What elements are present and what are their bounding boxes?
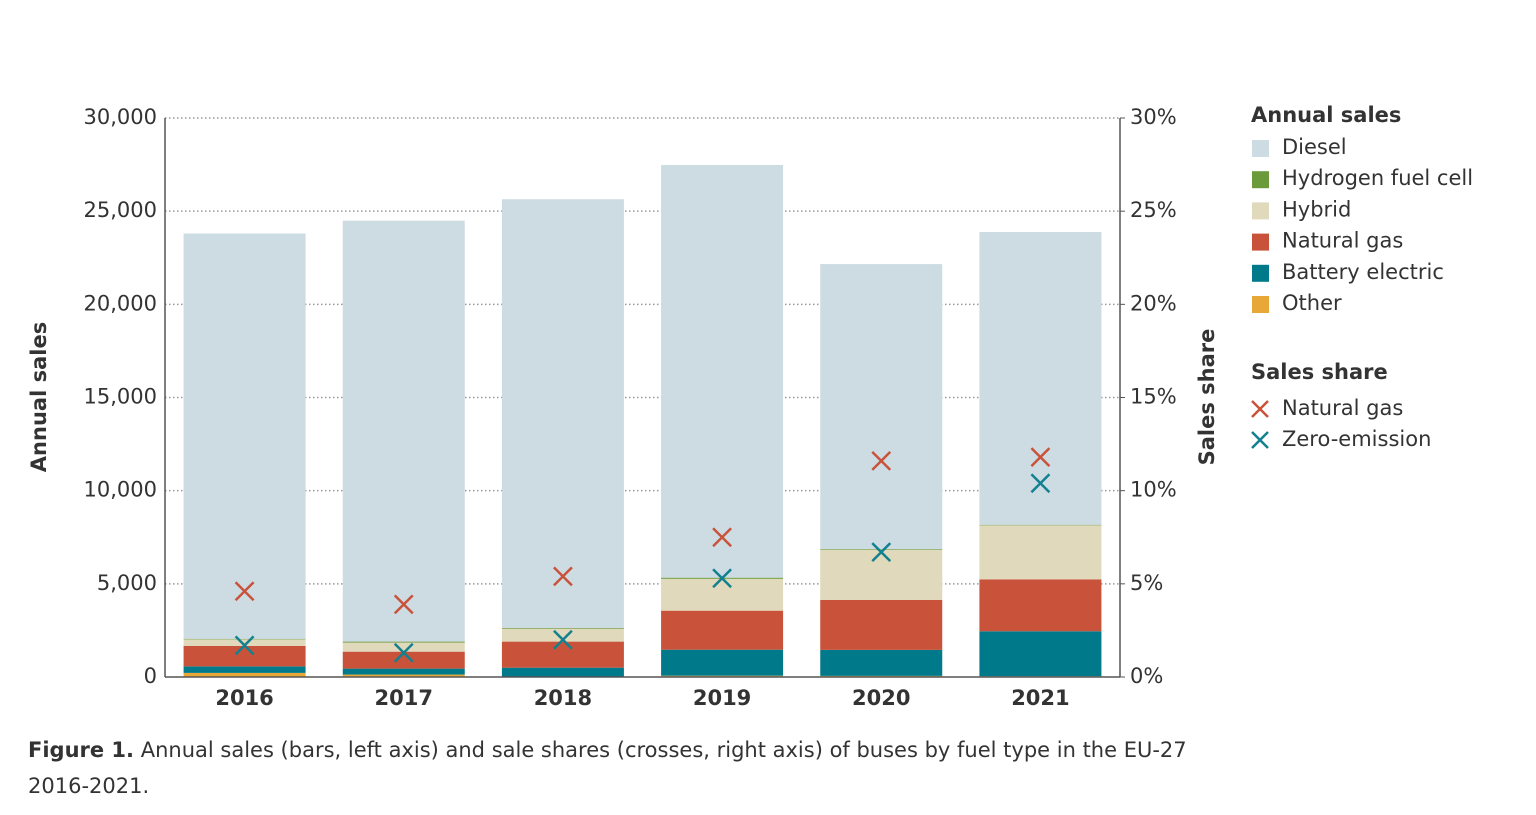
y2-tick-label: 25% xyxy=(1130,198,1177,222)
x-tick-label: 2020 xyxy=(852,686,910,710)
x-tick-label: 2017 xyxy=(375,686,433,710)
y-tick-label: 25,000 xyxy=(84,198,157,222)
legend-marker xyxy=(1251,400,1269,418)
y-tick-label: 30,000 xyxy=(84,105,157,129)
legend-label: Hybrid xyxy=(1282,197,1351,221)
y-tick-label: 0 xyxy=(144,664,157,688)
bar-segment xyxy=(183,639,306,646)
bar-segment xyxy=(501,641,624,668)
bar-segment xyxy=(820,649,943,676)
x-tick-label: 2016 xyxy=(215,686,273,710)
legend-label: Hydrogen fuel cell xyxy=(1282,166,1473,190)
caption: Figure 1. Annual sales (bars, left axis)… xyxy=(28,732,1228,804)
bar-segment xyxy=(342,641,465,643)
y2-tick-label: 20% xyxy=(1130,291,1177,315)
y2-tick-label: 5% xyxy=(1130,571,1163,595)
share-marker xyxy=(393,594,414,615)
y2-tick-label: 10% xyxy=(1130,478,1177,502)
legend-label: Zero-emission xyxy=(1282,427,1431,451)
share-marker xyxy=(712,568,732,589)
share-marker xyxy=(1030,473,1051,494)
bar-segment xyxy=(820,549,943,600)
legend-label: Natural gas xyxy=(1282,229,1403,253)
bar-segment xyxy=(820,549,943,550)
legend-label: Battery electric xyxy=(1282,260,1444,284)
bar-segment xyxy=(501,628,624,642)
y2-axis-title: Sales share xyxy=(1195,329,1219,466)
bar-segment xyxy=(661,610,784,650)
bar-segment xyxy=(979,631,1102,677)
bar-segment xyxy=(979,579,1102,632)
share-marker xyxy=(712,527,732,548)
legend-swatch xyxy=(1252,171,1269,189)
y-tick-label: 5,000 xyxy=(97,571,157,595)
y-tick-label: 20,000 xyxy=(84,291,157,315)
bar-segment xyxy=(183,666,306,673)
bar-segment xyxy=(820,264,943,550)
share-marker xyxy=(871,450,892,471)
y2-tick-label: 0% xyxy=(1130,664,1163,688)
legend-swatch xyxy=(1252,233,1269,251)
y-tick-label: 10,000 xyxy=(84,478,157,502)
x-tick-label: 2019 xyxy=(693,686,751,710)
share-marker xyxy=(553,629,573,650)
share-marker xyxy=(871,542,892,563)
chart: Annual sales Sales share Annual sales Sa… xyxy=(27,103,1473,710)
bar-segment xyxy=(661,578,784,611)
bar-segment xyxy=(342,642,465,652)
bar-segment xyxy=(183,672,306,677)
legend-swatch xyxy=(1252,202,1269,220)
legend-label: Diesel xyxy=(1282,135,1347,159)
legend-swatch xyxy=(1252,140,1269,157)
bar-segment xyxy=(342,674,465,677)
bar-segment xyxy=(661,164,784,578)
legend-title: Annual sales xyxy=(1251,103,1401,127)
bar-segment xyxy=(820,599,943,650)
caption-text: Annual sales (bars, left axis) and sale … xyxy=(28,738,1187,798)
y2-tick-label: 30% xyxy=(1130,105,1177,129)
share-marker xyxy=(1030,447,1051,468)
legend-marker xyxy=(1251,431,1269,449)
bar-segment xyxy=(661,649,784,676)
x-tick-label: 2021 xyxy=(1011,686,1069,710)
share-marker xyxy=(234,581,255,602)
bar-segment xyxy=(501,627,624,629)
y2-tick-label: 15% xyxy=(1130,385,1177,409)
bar-segment xyxy=(342,220,465,642)
legend-swatch xyxy=(1252,296,1269,313)
share-marker xyxy=(393,642,414,663)
bar-segment xyxy=(183,233,306,639)
bar-segment xyxy=(501,667,624,677)
y-tick-label: 15,000 xyxy=(84,385,157,409)
legend-label: Natural gas xyxy=(1282,396,1403,420)
y-axis-title: Annual sales xyxy=(27,322,51,472)
caption-label: Figure 1. xyxy=(28,738,135,762)
bar-segment xyxy=(342,651,465,669)
legend-title: Sales share xyxy=(1251,360,1388,384)
bar-segment xyxy=(979,524,1102,526)
share-marker xyxy=(234,635,255,656)
bar-segment xyxy=(501,199,624,628)
share-marker xyxy=(553,566,573,587)
legend-label: Other xyxy=(1282,291,1342,315)
x-tick-label: 2018 xyxy=(534,686,592,710)
bar-segment xyxy=(979,525,1102,580)
bar-segment xyxy=(342,668,465,675)
bar-segment xyxy=(183,638,306,640)
bar-segment xyxy=(979,232,1102,525)
bar-segment xyxy=(183,645,306,667)
legend-swatch xyxy=(1252,264,1269,282)
